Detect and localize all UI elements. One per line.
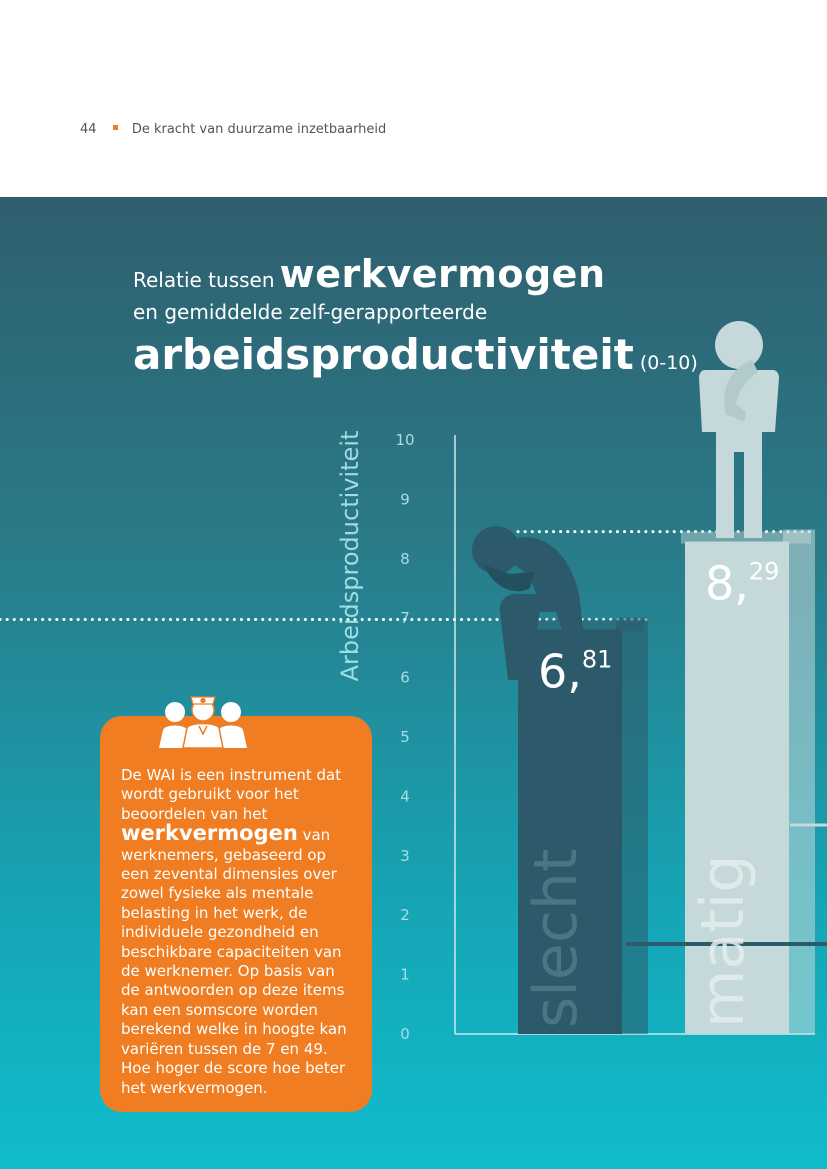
- running-title: De kracht van duurzame inzetbaarheid: [131, 122, 387, 137]
- page-number: 44: [80, 122, 97, 137]
- bar-slecht: [518, 629, 622, 1034]
- y-tick-2: 2: [400, 906, 410, 924]
- y-tick-9: 9: [400, 490, 410, 508]
- info-text-after: van werknemers, gebaseerd op een zeventa…: [121, 826, 347, 1097]
- bar-matig: [685, 541, 789, 1034]
- info-box: De WAI is een instrument dat wordt gebru…: [100, 716, 372, 1112]
- value-label-matig: 8,29: [705, 557, 779, 611]
- title-line-2: en gemiddelde zelf-gerapporteerde: [133, 300, 488, 324]
- nurses-icon: [159, 696, 247, 748]
- y-tick-0: 0: [400, 1025, 410, 1043]
- title-unit: (0-10): [639, 352, 698, 374]
- title-part3-big: arbeidsproductiviteit: [133, 330, 634, 379]
- y-tick-8: 8: [400, 550, 410, 568]
- bar-side-slecht: [616, 617, 648, 1034]
- y-tick-1: 1: [400, 966, 410, 984]
- y-tick-6: 6: [400, 669, 410, 687]
- category-labels: slecht matig: [521, 849, 758, 1028]
- info-text-before: De WAI is een instrument dat wordt gebru…: [121, 766, 342, 823]
- bullet-square-icon: [112, 125, 118, 130]
- bar-decorations: [514, 529, 827, 1034]
- y-tick-10: 10: [395, 431, 414, 449]
- y-tick-5: 5: [400, 728, 410, 746]
- bar-side-matig: [783, 529, 815, 1034]
- reference-lines: [0, 530, 817, 621]
- title-line-1: Relatie tussen werkvermogen: [133, 252, 606, 296]
- value-label-slecht: 6,81: [538, 644, 612, 698]
- title-line-3: arbeidsproductiviteit (0-10): [133, 330, 698, 379]
- y-axis-ticks: 012345678910: [395, 431, 414, 1043]
- title-part1-big: werkvermogen: [279, 252, 606, 296]
- category-label-slecht: slecht: [521, 849, 591, 1028]
- info-highlight: werkvermogen: [121, 821, 298, 846]
- title-part1-small: Relatie tussen: [133, 268, 275, 292]
- value-labels: 6,81 8,29: [538, 557, 779, 699]
- y-tick-3: 3: [400, 847, 410, 865]
- despairing-person-icon: [472, 526, 585, 680]
- thinking-person-icon: [699, 321, 779, 538]
- category-label-matig: matig: [688, 855, 758, 1029]
- running-header: 44 De kracht van duurzame inzetbaarheid: [80, 122, 386, 137]
- y-tick-4: 4: [400, 787, 410, 805]
- bars: [518, 541, 789, 1034]
